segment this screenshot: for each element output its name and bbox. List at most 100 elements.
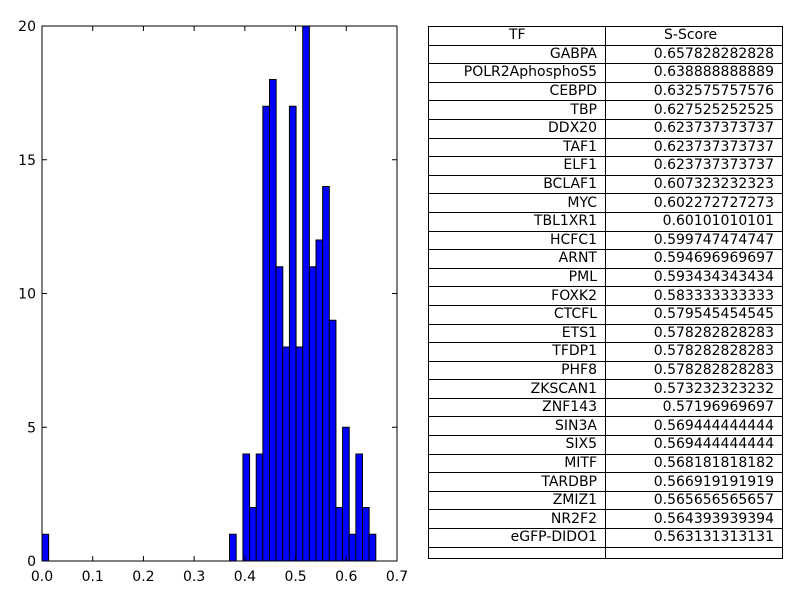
table-row: TFDP1 0.578282828283 bbox=[428, 342, 783, 362]
y-tick-label: 15 bbox=[18, 153, 36, 169]
table-row: MITF 0.568181818182 bbox=[428, 453, 783, 474]
histogram-bars bbox=[41, 25, 377, 562]
tf-name-cell: SIN3A bbox=[428, 416, 606, 437]
x-tick-label: 0.3 bbox=[183, 569, 205, 585]
histogram-bar bbox=[342, 426, 350, 562]
tf-name-cell: eGFP-DIDO1 bbox=[428, 528, 606, 548]
x-tick-label: 0.6 bbox=[335, 569, 357, 585]
tf-name-cell: TBL1XR1 bbox=[428, 211, 606, 232]
s-score-cell: 0.623737373737 bbox=[605, 137, 783, 158]
table-row: MYC 0.602272727273 bbox=[428, 193, 783, 213]
histogram-bar bbox=[368, 533, 377, 562]
s-score-cell: 0.565656565657 bbox=[605, 490, 783, 511]
s-score-cell: 0.564393939394 bbox=[605, 509, 783, 530]
s-score-cell: 0.569444444444 bbox=[605, 435, 783, 455]
table-row: TAF1 0.623737373737 bbox=[428, 137, 783, 158]
spacer-cell bbox=[428, 546, 606, 559]
spacer-cell bbox=[605, 546, 783, 559]
table-row: CTCFL 0.579545454545 bbox=[428, 304, 783, 325]
table-row: NR2F2 0.564393939394 bbox=[428, 509, 783, 530]
s-score-cell: 0.573232323232 bbox=[605, 379, 783, 399]
y-tick-label: 5 bbox=[27, 420, 36, 436]
histogram-bar bbox=[269, 79, 277, 562]
table-row: POLR2AphosphoS5 0.638888888889 bbox=[428, 63, 783, 83]
table-row: HCFC1 0.599747474747 bbox=[428, 230, 783, 251]
s-score-cell: 0.579545454545 bbox=[605, 304, 783, 325]
s-score-cell: 0.578282828283 bbox=[605, 342, 783, 362]
column-header-tf: TF bbox=[428, 26, 606, 46]
tf-name-cell: TFDP1 bbox=[428, 342, 606, 362]
s-score-cell: 0.578282828283 bbox=[605, 360, 783, 381]
histogram-bar bbox=[302, 25, 310, 562]
histogram-bar bbox=[362, 507, 370, 562]
tf-name-cell: TBP bbox=[428, 100, 606, 120]
s-score-cell: 0.583333333333 bbox=[605, 286, 783, 306]
table-row: ARNT 0.594696969697 bbox=[428, 249, 783, 269]
table-row: ZKSCAN1 0.573232323232 bbox=[428, 379, 783, 399]
table-row: PHF8 0.578282828283 bbox=[428, 360, 783, 381]
table-row: GABPA 0.657828282828 bbox=[428, 44, 783, 65]
s-score-cell: 0.602272727273 bbox=[605, 193, 783, 213]
s-score-cell: 0.60101010101 bbox=[605, 211, 783, 232]
tf-name-cell: PHF8 bbox=[428, 360, 606, 381]
s-score-cell: 0.566919191919 bbox=[605, 472, 783, 492]
tf-name-cell: TARDBP bbox=[428, 472, 606, 492]
tf-score-table-panel: TF S-Score GABPA 0.657828282828 POLR2Aphos… bbox=[428, 26, 783, 559]
table-row: PML 0.593434343434 bbox=[428, 267, 783, 288]
histogram-bar bbox=[315, 239, 324, 562]
s-score-cell: 0.632575757576 bbox=[605, 81, 783, 102]
tf-name-cell: SIX5 bbox=[428, 435, 606, 455]
x-tick-label: 0.0 bbox=[31, 569, 53, 585]
tf-name-cell: ZNF143 bbox=[428, 397, 606, 418]
tf-name-cell: ARNT bbox=[428, 249, 606, 269]
x-tick-label: 0.2 bbox=[132, 569, 154, 585]
x-tick-label: 0.7 bbox=[386, 569, 408, 585]
s-score-cell: 0.563131313131 bbox=[605, 528, 783, 548]
s-score-cell: 0.578282828283 bbox=[605, 323, 783, 344]
table-row: ZNF143 0.57196969697 bbox=[428, 397, 783, 418]
table-row: FOXK2 0.583333333333 bbox=[428, 286, 783, 306]
s-score-cell: 0.568181818182 bbox=[605, 453, 783, 474]
x-tick-label: 0.4 bbox=[234, 569, 256, 585]
histogram-bar bbox=[229, 533, 237, 562]
table-row: TBP 0.627525252525 bbox=[428, 100, 783, 120]
histogram-chart: 0.0 0.1 0.2 0.3 0.4 0.5 0.6 0.7 0 5 10 15 20 bbox=[18, 19, 408, 585]
y-tick-label: 0 bbox=[27, 554, 36, 570]
tf-name-cell: HCFC1 bbox=[428, 230, 606, 251]
table-row: SIN3A 0.569444444444 bbox=[428, 416, 783, 437]
histogram-bar bbox=[275, 266, 284, 562]
axis-ticks bbox=[41, 25, 398, 562]
table-row: TBL1XR1 0.60101010101 bbox=[428, 211, 783, 232]
s-score-cell: 0.623737373737 bbox=[605, 118, 783, 139]
tf-name-cell: CTCFL bbox=[428, 304, 606, 325]
table-header-row: TF S-Score bbox=[428, 26, 783, 46]
histogram-bar bbox=[262, 105, 271, 562]
histogram-bar bbox=[322, 186, 330, 562]
y-tick-label: 20 bbox=[18, 19, 36, 35]
table-row: ETS1 0.578282828283 bbox=[428, 323, 783, 344]
histogram-bar bbox=[41, 533, 50, 562]
table-row: DDX20 0.623737373737 bbox=[428, 118, 783, 139]
column-header-s-score: S-Score bbox=[605, 26, 783, 46]
histogram-bar bbox=[308, 266, 317, 562]
histogram-bar bbox=[249, 507, 257, 562]
table-row: ZMIZ1 0.565656565657 bbox=[428, 490, 783, 511]
tf-score-table: TF S-Score GABPA 0.657828282828 POLR2Aphos… bbox=[428, 26, 783, 559]
s-score-cell: 0.569444444444 bbox=[605, 416, 783, 437]
x-tick-label: 0.1 bbox=[82, 569, 104, 585]
histogram-bar bbox=[255, 453, 264, 562]
x-tick-label: 0.5 bbox=[284, 569, 306, 585]
tf-name-cell: MITF bbox=[428, 453, 606, 474]
s-score-cell: 0.593434343434 bbox=[605, 267, 783, 288]
histogram-bar bbox=[328, 319, 337, 562]
s-score-cell: 0.657828282828 bbox=[605, 44, 783, 65]
tf-name-cell: FOXK2 bbox=[428, 286, 606, 306]
tf-name-cell: GABPA bbox=[428, 44, 606, 65]
tf-name-cell: ZKSCAN1 bbox=[428, 379, 606, 399]
histogram-bar bbox=[335, 507, 344, 562]
tf-name-cell: ETS1 bbox=[428, 323, 606, 344]
histogram-bar bbox=[242, 453, 251, 562]
histogram-bar bbox=[282, 346, 290, 562]
histogram-bar bbox=[348, 533, 357, 562]
tf-name-cell: BCLAF1 bbox=[428, 174, 606, 195]
